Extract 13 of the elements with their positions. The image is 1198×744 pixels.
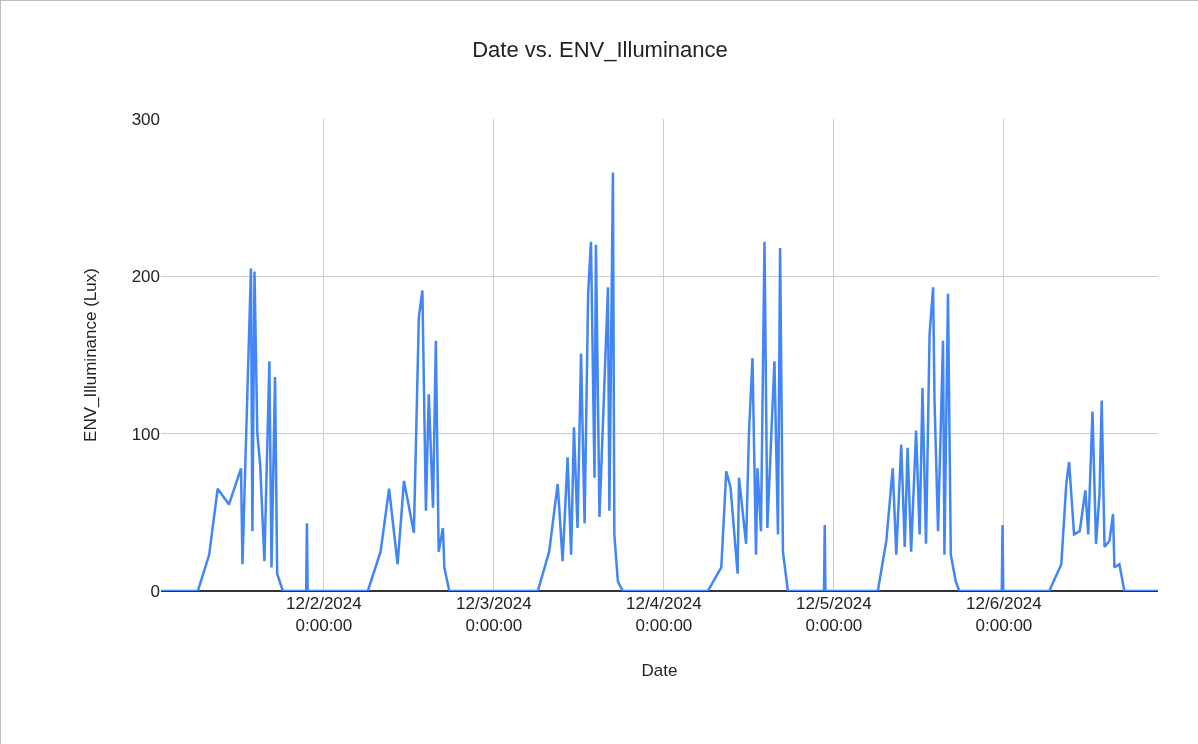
x-tick-label: 12/2/2024 0:00:00 bbox=[286, 594, 362, 636]
y-tick-label: 200 bbox=[131, 267, 160, 287]
chart-title: Date vs. ENV_Illuminance bbox=[472, 37, 728, 63]
x-axis-title: Date bbox=[641, 661, 678, 681]
y-tick-label: 0 bbox=[150, 581, 160, 601]
x-tick-label: 12/6/2024 0:00:00 bbox=[966, 594, 1042, 636]
line-series bbox=[161, 171, 1158, 591]
y-tick-label: 300 bbox=[131, 109, 160, 129]
y-tick-label: 100 bbox=[131, 424, 160, 444]
x-tick-label: 12/4/2024 0:00:00 bbox=[626, 594, 702, 636]
x-tick-label: 12/3/2024 0:00:00 bbox=[456, 594, 532, 636]
x-tick-label: 12/5/2024 0:00:00 bbox=[796, 594, 872, 636]
y-axis-title: ENV_Illuminance (Lux) bbox=[81, 268, 101, 442]
